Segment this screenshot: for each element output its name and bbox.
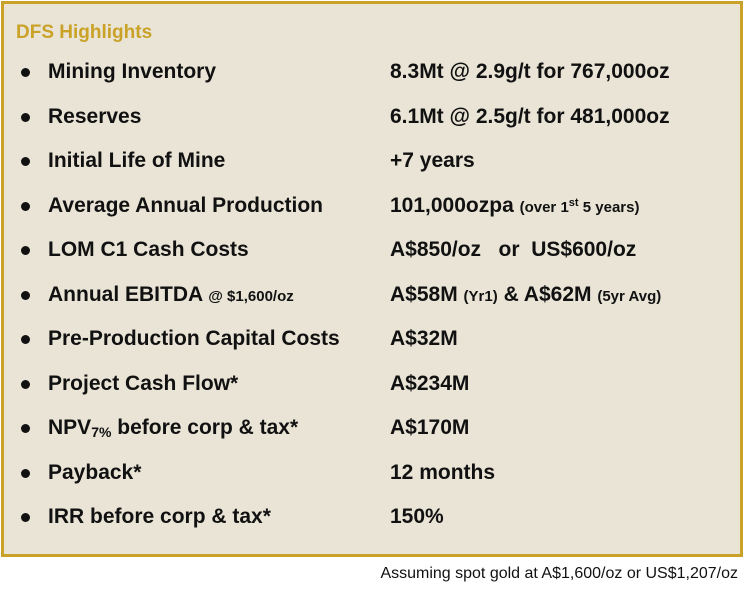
bullet-icon <box>21 513 30 522</box>
item-value: A$32M <box>390 327 458 350</box>
list-item: Average Annual Production 101,000ozpa (o… <box>4 194 740 239</box>
highlights-panel: DFS Highlights Mining Inventory 8.3Mt @ … <box>1 1 743 557</box>
bullet-icon <box>21 424 30 433</box>
item-value: 6.1Mt @ 2.5g/t for 481,000oz <box>390 104 670 128</box>
list-item: Payback* 12 months <box>4 461 740 506</box>
label-subscript: 7% <box>91 424 112 440</box>
bullet-icon <box>21 157 30 166</box>
item-label: Average Annual Production <box>48 193 323 217</box>
list-item: IRR before corp & tax* 150% <box>4 505 740 550</box>
bullet-icon <box>21 335 30 344</box>
item-label: IRR before corp & tax* <box>48 505 271 528</box>
bullet-icon <box>21 201 30 211</box>
item-value: +7 years <box>390 149 475 172</box>
item-value: 8.3Mt @ 2.9g/t for 767,000oz <box>390 60 670 83</box>
item-label: Initial Life of Mine <box>48 149 226 172</box>
bullet-icon <box>21 379 30 389</box>
bullet-icon <box>21 68 30 77</box>
list-item: Project Cash Flow* A$234M <box>4 372 740 417</box>
footnote: Assuming spot gold at A$1,600/oz or US$1… <box>380 565 738 582</box>
note-superscript: st <box>568 196 579 209</box>
note-part: (over 1 <box>519 198 569 216</box>
list-item: Annual EBITDA @ $1,600/oz A$58M (Yr1) & … <box>4 283 740 328</box>
value-part: A$58M <box>390 282 458 306</box>
item-label: Mining Inventory <box>48 60 216 83</box>
item-value: A$58M (Yr1) & A$62M (5yr Avg) <box>390 283 661 307</box>
note-part: 5 years) <box>578 198 640 216</box>
label-part: NPV <box>48 416 92 439</box>
value-main: 101,000ozpa <box>390 193 514 217</box>
item-value: A$234M <box>390 371 470 395</box>
bullet-icon <box>21 290 30 300</box>
item-value: 150% <box>390 505 444 528</box>
list-item: Reserves 6.1Mt @ 2.5g/t for 481,000oz <box>4 105 740 150</box>
value-part: & A$62M <box>503 282 592 306</box>
item-label: Payback* <box>48 460 142 484</box>
value-note: (over 1st 5 years) <box>519 196 640 216</box>
item-value: 12 months <box>390 460 496 484</box>
list-item: Pre-Production Capital Costs A$32M <box>4 327 740 372</box>
label-note: @ $1,600/oz <box>208 287 294 305</box>
item-label: Reserves <box>48 104 142 128</box>
item-label: Pre-Production Capital Costs <box>48 327 340 350</box>
item-value: 101,000ozpa (over 1st 5 years) <box>390 194 639 218</box>
bullet-icon <box>21 468 30 478</box>
list-item: NPV7% before corp & tax* A$170M <box>4 416 740 461</box>
value-note: (Yr1) <box>463 287 498 305</box>
list-item: LOM C1 Cash Costs A$850/oz or US$600/oz <box>4 238 740 283</box>
value-note: (5yr Avg) <box>597 287 662 305</box>
label-main: Annual EBITDA <box>48 282 203 306</box>
list-item: Initial Life of Mine +7 years <box>4 149 740 194</box>
item-label: LOM C1 Cash Costs <box>48 238 249 261</box>
item-label: Project Cash Flow* <box>48 371 239 395</box>
bullet-icon <box>21 246 30 255</box>
panel-title: DFS Highlights <box>16 22 153 43</box>
bullet-icon <box>21 112 30 122</box>
item-value: A$170M <box>390 416 470 439</box>
highlights-list: Mining Inventory 8.3Mt @ 2.9g/t for 767,… <box>4 60 740 550</box>
item-label: Annual EBITDA @ $1,600/oz <box>48 283 294 307</box>
label-part: before corp & tax* <box>111 416 299 439</box>
list-item: Mining Inventory 8.3Mt @ 2.9g/t for 767,… <box>4 60 740 105</box>
item-label: NPV7% before corp & tax* <box>48 416 298 440</box>
item-value: A$850/oz or US$600/oz <box>390 238 637 261</box>
